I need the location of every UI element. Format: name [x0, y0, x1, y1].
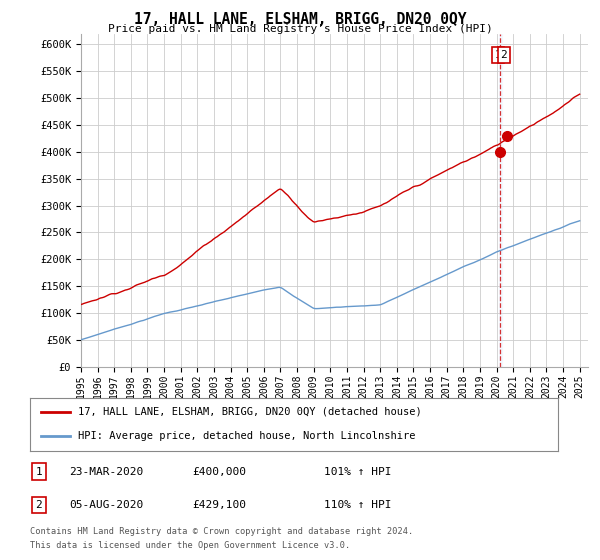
Text: 2: 2: [500, 50, 507, 60]
Text: 1: 1: [494, 50, 501, 60]
Text: £400,000: £400,000: [192, 466, 246, 477]
Text: £429,100: £429,100: [192, 500, 246, 510]
Text: 17, HALL LANE, ELSHAM, BRIGG, DN20 0QY (detached house): 17, HALL LANE, ELSHAM, BRIGG, DN20 0QY (…: [77, 407, 421, 417]
Text: 101% ↑ HPI: 101% ↑ HPI: [324, 466, 392, 477]
Text: 1: 1: [35, 466, 43, 477]
Text: 23-MAR-2020: 23-MAR-2020: [69, 466, 143, 477]
Bar: [499, 34, 502, 367]
Text: Contains HM Land Registry data © Crown copyright and database right 2024.: Contains HM Land Registry data © Crown c…: [30, 528, 413, 536]
Text: 17, HALL LANE, ELSHAM, BRIGG, DN20 0QY: 17, HALL LANE, ELSHAM, BRIGG, DN20 0QY: [134, 12, 466, 27]
Text: 110% ↑ HPI: 110% ↑ HPI: [324, 500, 392, 510]
Text: 05-AUG-2020: 05-AUG-2020: [69, 500, 143, 510]
Text: This data is licensed under the Open Government Licence v3.0.: This data is licensed under the Open Gov…: [30, 541, 350, 550]
Text: 2: 2: [35, 500, 43, 510]
Text: Price paid vs. HM Land Registry's House Price Index (HPI): Price paid vs. HM Land Registry's House …: [107, 24, 493, 34]
Text: HPI: Average price, detached house, North Lincolnshire: HPI: Average price, detached house, Nort…: [77, 431, 415, 441]
